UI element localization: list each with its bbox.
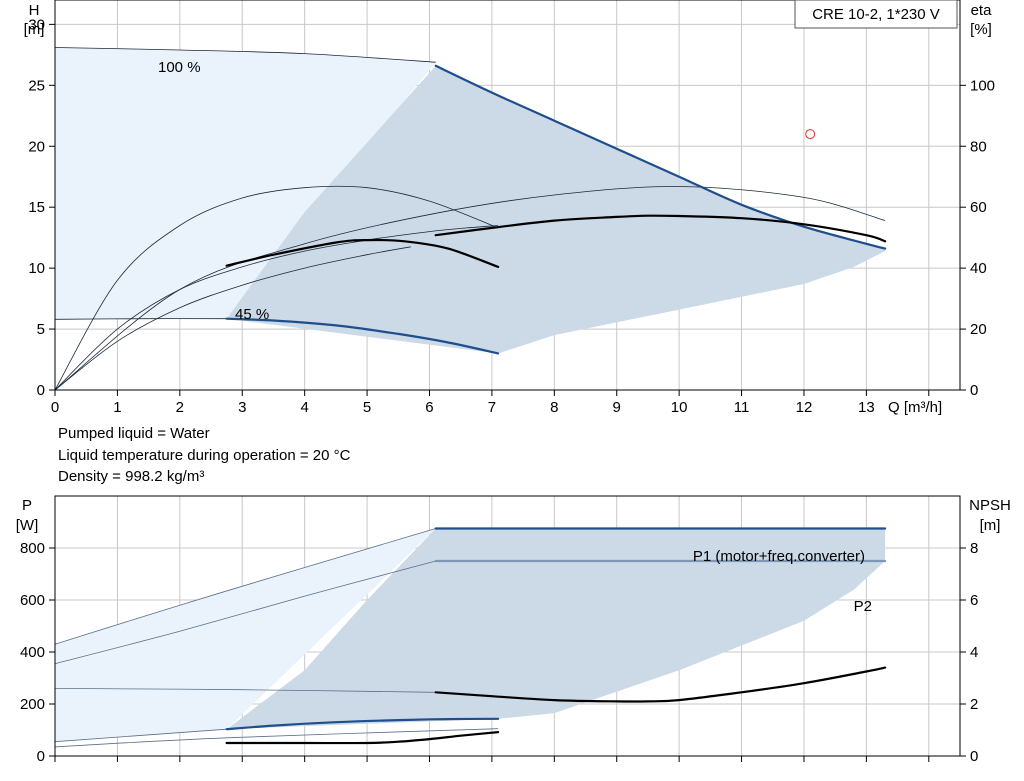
- y-tick-label: 20: [28, 138, 45, 155]
- p1-min-curve: [225, 717, 500, 731]
- npsh-thin-curve: [54, 688, 436, 693]
- x-tick-label: 13: [858, 399, 875, 416]
- head-max-thin-curve: [54, 47, 436, 63]
- y-axis-label: P: [22, 497, 32, 514]
- x-tick-label: 6: [425, 399, 433, 416]
- p2-min-thin-curve: [54, 728, 499, 748]
- operating-area: [226, 528, 886, 730]
- y-tick-label: 0: [37, 382, 45, 399]
- x-tick-label: 0: [51, 399, 59, 416]
- y-axis-unit: [W]: [16, 517, 39, 534]
- npsh-45-curve: [225, 731, 500, 745]
- extended-range-area: [55, 47, 436, 320]
- y2-tick-label: 0: [970, 382, 978, 399]
- head-min-thin-curve: [54, 318, 227, 320]
- x-tick-label: 3: [238, 399, 246, 416]
- plot-frame: [54, 495, 961, 757]
- head-min-curve: [225, 317, 500, 355]
- y2-tick-label: 60: [970, 199, 987, 216]
- y2-axis-unit: [m]: [980, 517, 1001, 534]
- liquid-temperature-text: Liquid temperature during operation = 20…: [58, 447, 351, 464]
- p1-min-thin-curve: [54, 728, 227, 743]
- extended-range-area: [55, 528, 436, 742]
- p1-max-thin-curve: [54, 528, 436, 645]
- y-tick-label: 200: [20, 696, 45, 713]
- y2-tick-label: 4: [970, 644, 978, 661]
- y2-tick-label: 40: [970, 260, 987, 277]
- y2-tick-label: 8: [970, 540, 978, 557]
- y2-axis-unit: [%]: [970, 21, 992, 38]
- x-axis-label: Q [m³/h]: [888, 399, 942, 416]
- duty-point-marker: [805, 129, 816, 140]
- chart-title: CRE 10-2, 1*230 V: [812, 6, 940, 23]
- x-tick-label: 7: [488, 399, 496, 416]
- y-tick-label: 600: [20, 592, 45, 609]
- y2-axis-label: NPSH: [969, 497, 1011, 514]
- y2-tick-label: 6: [970, 592, 978, 609]
- power-npsh-chart: 0 200 400 600 800 0 2 4 6 8 P [W] NPSH [m] P1 (motor+f…: [16, 495, 1011, 765]
- efficiency-45-thin-curve: [54, 185, 499, 391]
- y-tick-label: 30: [28, 16, 45, 33]
- efficiency-aux-2-curve: [54, 246, 411, 391]
- x-tick-label: 8: [550, 399, 558, 416]
- p2-label: P2: [854, 598, 872, 615]
- x-tick-label: 4: [300, 399, 308, 416]
- x-tick-label: 2: [176, 399, 184, 416]
- y2-tick-label: 0: [970, 748, 978, 765]
- y2-tick-label: 100: [970, 77, 995, 94]
- efficiency-45-curve: [225, 238, 500, 268]
- speed-45-label: 45 %: [235, 306, 269, 323]
- y-tick-label: 400: [20, 644, 45, 661]
- x-tick-label: 9: [613, 399, 621, 416]
- y-axis-label: H: [29, 2, 40, 19]
- y-tick-label: 10: [28, 260, 45, 277]
- p1-label: P1 (motor+freq.converter): [693, 548, 865, 565]
- pumped-liquid-text: Pumped liquid = Water: [58, 425, 210, 442]
- y2-tick-label: 2: [970, 696, 978, 713]
- x-tick-label: 5: [363, 399, 371, 416]
- head-max-curve: [434, 64, 887, 250]
- y-tick-label: 0: [37, 748, 45, 765]
- x-tick-label: 1: [113, 399, 121, 416]
- y2-tick-label: 80: [970, 138, 987, 155]
- y2-axis-label: eta: [971, 2, 993, 19]
- x-tick-label: 12: [796, 399, 813, 416]
- y-axis-unit: [m]: [24, 21, 45, 38]
- p2-max-thin-curve: [54, 560, 436, 665]
- y-tick-label: 15: [28, 199, 45, 216]
- y-tick-label: 25: [28, 77, 45, 94]
- efficiency-100-curve: [434, 214, 887, 243]
- title-box: [794, 0, 958, 29]
- y2-tick-label: 20: [970, 321, 987, 338]
- operating-area: [226, 65, 886, 354]
- density-text: Density = 998.2 kg/m³: [58, 468, 205, 485]
- plot-frame: [54, 0, 961, 391]
- x-tick-label: 10: [671, 399, 688, 416]
- npsh-100-curve: [434, 666, 887, 703]
- efficiency-aux-1-curve: [54, 225, 499, 391]
- speed-100-label: 100 %: [158, 59, 201, 76]
- x-tick-label: 11: [734, 399, 750, 416]
- y-tick-label: 800: [20, 540, 45, 557]
- y-tick-label: 5: [37, 321, 45, 338]
